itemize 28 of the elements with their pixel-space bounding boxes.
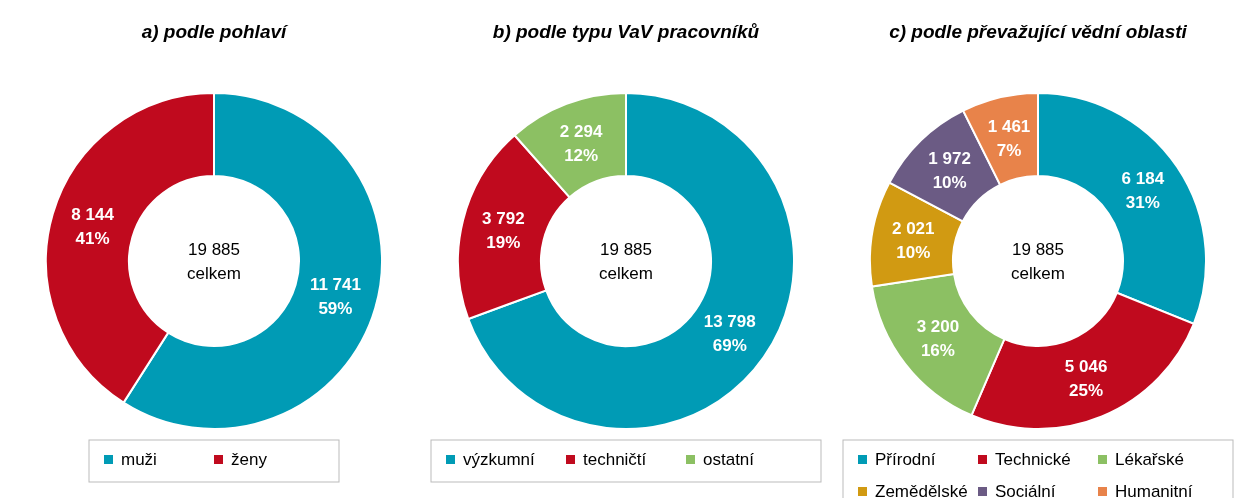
data-label: 1 972 10% [928, 149, 971, 193]
text: 19 885 celkem [187, 240, 241, 283]
chart-title: b) podle typu VaV pracovníků [492, 21, 760, 42]
data-label: 2 021 10% [891, 219, 935, 263]
legend-label: Technické [995, 450, 1071, 469]
data-label: 2 294 12% [559, 121, 603, 165]
data-label: 3 200 16% [916, 317, 960, 361]
data-label: 3 792 19% [482, 209, 525, 253]
text: 19 885 celkem [599, 240, 653, 283]
data-label: 11 741 59% [309, 275, 361, 319]
data-label: 8 144 41% [71, 204, 115, 248]
legend-label: ostatní [703, 450, 755, 469]
legend-label: muži [121, 450, 157, 469]
legend-label: výzkumní [463, 450, 536, 469]
legend-label: Humanitní [1115, 482, 1193, 500]
data-label: 1 461 7% [987, 116, 1031, 160]
chart-title: c) podle převažující vědní oblasti [889, 21, 1188, 42]
data-label: 6 184 31% [1121, 169, 1165, 213]
legend-label: Zemědělské [875, 482, 968, 500]
legend-label: Sociální [995, 482, 1056, 500]
legend-label: techničtí [583, 450, 647, 469]
data-label: 13 798 69% [703, 312, 756, 356]
chart-title: a) podle pohlaví [141, 21, 290, 42]
legend-label: ženy [231, 450, 268, 469]
legend-label: Přírodní [875, 450, 936, 469]
text: 19 885 celkem [1011, 240, 1065, 283]
data-label: 5 046 25% [1064, 356, 1108, 400]
legend-label: Lékařské [1115, 450, 1184, 469]
